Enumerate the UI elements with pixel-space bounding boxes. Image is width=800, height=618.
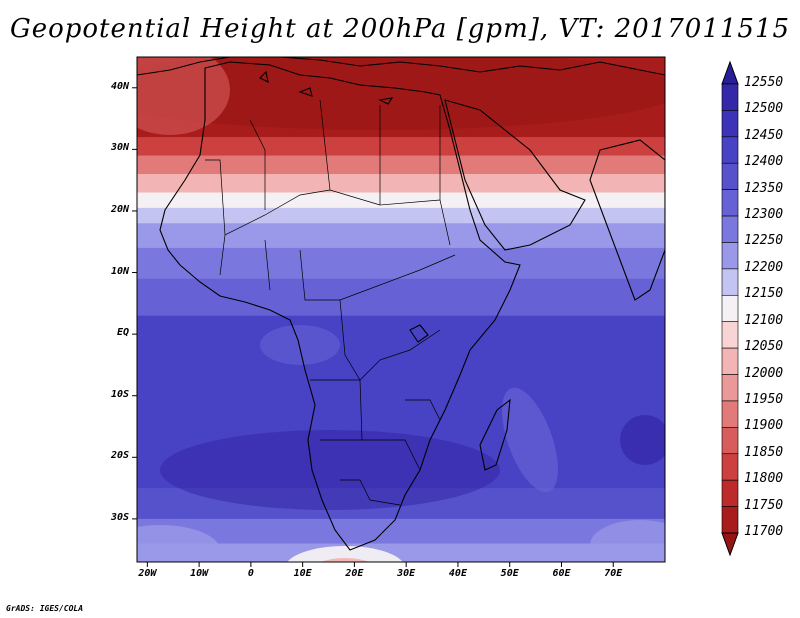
latitude-label: 10S xyxy=(110,388,129,400)
longitude-label: 10E xyxy=(293,568,312,579)
colorbar-swatch xyxy=(721,453,739,481)
india xyxy=(589,139,665,301)
colorbar-swatch xyxy=(721,321,739,349)
field-band xyxy=(137,518,665,545)
congo-patch xyxy=(260,325,340,365)
colorbar-level-label: 11900 xyxy=(744,418,784,434)
northwest-lobe xyxy=(137,57,230,135)
field-overlays xyxy=(137,57,665,562)
colorbar-level-label: 12250 xyxy=(744,233,784,249)
field-band xyxy=(137,247,665,280)
longitude-label: 50E xyxy=(500,568,519,579)
latitude-label: 40N xyxy=(110,80,129,92)
latitude-label: EQ xyxy=(116,327,129,339)
colorbar xyxy=(721,60,739,557)
colorbar-swatch xyxy=(721,189,739,217)
colorbar-level-label: 11750 xyxy=(744,497,784,513)
mediterranean-islands xyxy=(259,70,394,105)
colorbar-level-label: 12050 xyxy=(744,339,784,355)
colorbar-swatch xyxy=(721,83,739,111)
southwest-light xyxy=(137,525,220,562)
colorbar-swatch xyxy=(721,400,739,428)
madagascar xyxy=(479,398,511,471)
colorbar-level-label: 11800 xyxy=(744,471,784,487)
longitude-label: 60E xyxy=(552,568,571,579)
plot-frame xyxy=(136,56,666,563)
colorbar-level-label: 12450 xyxy=(744,127,784,143)
longitude-label: 10W xyxy=(190,568,209,579)
colorbar-swatch xyxy=(721,479,739,507)
colorbar-top-arrow xyxy=(721,60,739,85)
africa-coastline xyxy=(159,61,521,551)
colorbar-swatch xyxy=(721,162,739,190)
colorbar-swatch xyxy=(721,242,739,270)
colorbar-level-label: 12000 xyxy=(744,365,784,381)
madagascar-streak xyxy=(502,387,558,493)
coastlines xyxy=(137,57,665,551)
longitude-label: 20W xyxy=(138,568,157,579)
colorbar-level-label: 12200 xyxy=(744,259,784,275)
field-band xyxy=(137,207,665,225)
border-lines xyxy=(205,99,456,506)
colorbar-swatch xyxy=(721,374,739,402)
colorbar-level-label: 11850 xyxy=(744,444,784,460)
southeast-light xyxy=(590,520,665,562)
colorbar-level-label: 12500 xyxy=(744,101,784,117)
colorbar-level-label: 12100 xyxy=(744,312,784,328)
colorbar-level-label: 12400 xyxy=(744,154,784,170)
colorbar-swatch xyxy=(721,136,739,164)
field-band xyxy=(137,174,665,194)
field-band xyxy=(137,155,665,176)
colorbar-swatch xyxy=(721,294,739,323)
colorbar-level-label: 11950 xyxy=(744,391,784,407)
map-title: Geopotential Height at 200hPa [gpm], VT:… xyxy=(9,14,791,44)
colorbar-swatch xyxy=(721,506,739,534)
colorbar-level-label: 11700 xyxy=(744,524,784,539)
footer-credit: GrADS: IGES/COLA xyxy=(6,604,84,613)
country-borders xyxy=(205,99,456,506)
latitude-label: 30N xyxy=(110,142,129,154)
longitude-label: 40E xyxy=(448,568,467,579)
lake-victoria xyxy=(409,324,429,343)
colorbar-swatch xyxy=(721,347,739,375)
colorbar-level-label: 12300 xyxy=(744,207,784,223)
field-band xyxy=(137,192,665,209)
latitude-label: 10N xyxy=(110,265,129,277)
axis-ticks xyxy=(132,87,614,567)
field-band xyxy=(137,278,665,317)
south-ridge-core xyxy=(320,558,370,562)
colorbar-bottom-arrow xyxy=(721,532,739,557)
field-band xyxy=(137,137,665,157)
longitude-label: 0 xyxy=(247,568,254,579)
longitude-label: 20E xyxy=(345,568,364,579)
colorbar-level-label: 12550 xyxy=(744,75,784,90)
colorbar-level-label: 12150 xyxy=(744,286,784,302)
colorbar-level-label: 12350 xyxy=(744,180,784,196)
longitude-label: 30E xyxy=(397,568,416,579)
colorbar-swatch xyxy=(721,215,739,243)
colorbar-swatch xyxy=(721,110,739,138)
europe-south xyxy=(137,57,665,76)
north-high-core xyxy=(137,57,665,130)
arabia xyxy=(444,99,586,251)
colorbar-swatch xyxy=(721,427,739,455)
latitude-label: 20N xyxy=(110,203,129,215)
latitude-label: 20S xyxy=(110,450,129,462)
longitude-label: 70E xyxy=(604,568,623,579)
latitude-label: 30S xyxy=(110,511,129,523)
field-band xyxy=(137,223,665,249)
colorbar-swatch xyxy=(721,268,739,296)
south-ridge xyxy=(287,546,403,562)
east-trough xyxy=(620,415,665,465)
field-band xyxy=(137,543,665,562)
southern-trough xyxy=(160,430,500,510)
